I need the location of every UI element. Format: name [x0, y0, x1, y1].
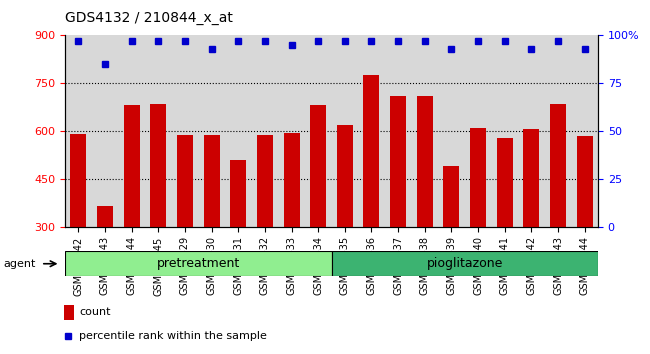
Text: percentile rank within the sample: percentile rank within the sample	[79, 331, 267, 341]
Bar	[550, 104, 566, 227]
Bar	[64, 305, 74, 320]
Bar	[470, 128, 486, 227]
Bar	[523, 130, 540, 227]
Bar	[577, 136, 593, 227]
Bar	[203, 135, 220, 227]
Bar	[417, 96, 433, 227]
Bar	[70, 134, 86, 227]
Bar	[363, 75, 380, 227]
Bar	[390, 96, 406, 227]
Bar	[177, 135, 193, 227]
Bar	[443, 166, 460, 227]
Text: agent: agent	[3, 259, 36, 269]
Bar	[310, 105, 326, 227]
Bar	[97, 206, 113, 227]
Text: count: count	[79, 307, 110, 317]
Text: GDS4132 / 210844_x_at: GDS4132 / 210844_x_at	[65, 11, 233, 25]
Bar	[497, 138, 513, 227]
Bar	[332, 251, 598, 276]
Bar	[124, 105, 140, 227]
Text: pretreatment: pretreatment	[157, 257, 240, 270]
Bar	[150, 104, 166, 227]
Bar	[337, 125, 353, 227]
Bar	[283, 132, 300, 227]
Text: pioglitazone: pioglitazone	[426, 257, 503, 270]
Bar	[65, 251, 332, 276]
Bar	[257, 135, 273, 227]
Bar	[230, 160, 246, 227]
